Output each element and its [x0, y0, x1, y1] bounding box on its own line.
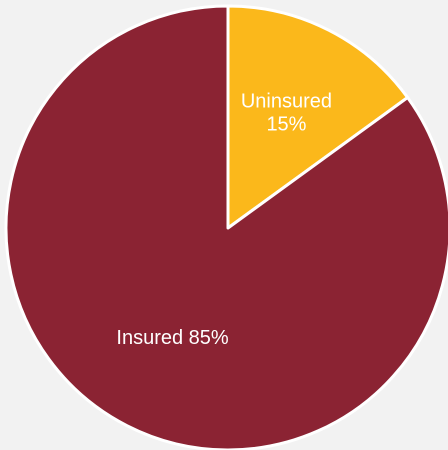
pie-slice-uninsured [226, 4, 410, 230]
slices-layer [4, 4, 448, 450]
pie-label-value: 15% [266, 113, 306, 135]
pie-label-name: Uninsured [241, 90, 332, 112]
pie-slice-insured [4, 4, 448, 450]
labels-layer: Uninsured 15% Insured 85% [116, 90, 332, 349]
pie-label-uninsured: Uninsured 15% [241, 90, 332, 135]
pie-label-insured: Insured 85% [116, 327, 229, 349]
